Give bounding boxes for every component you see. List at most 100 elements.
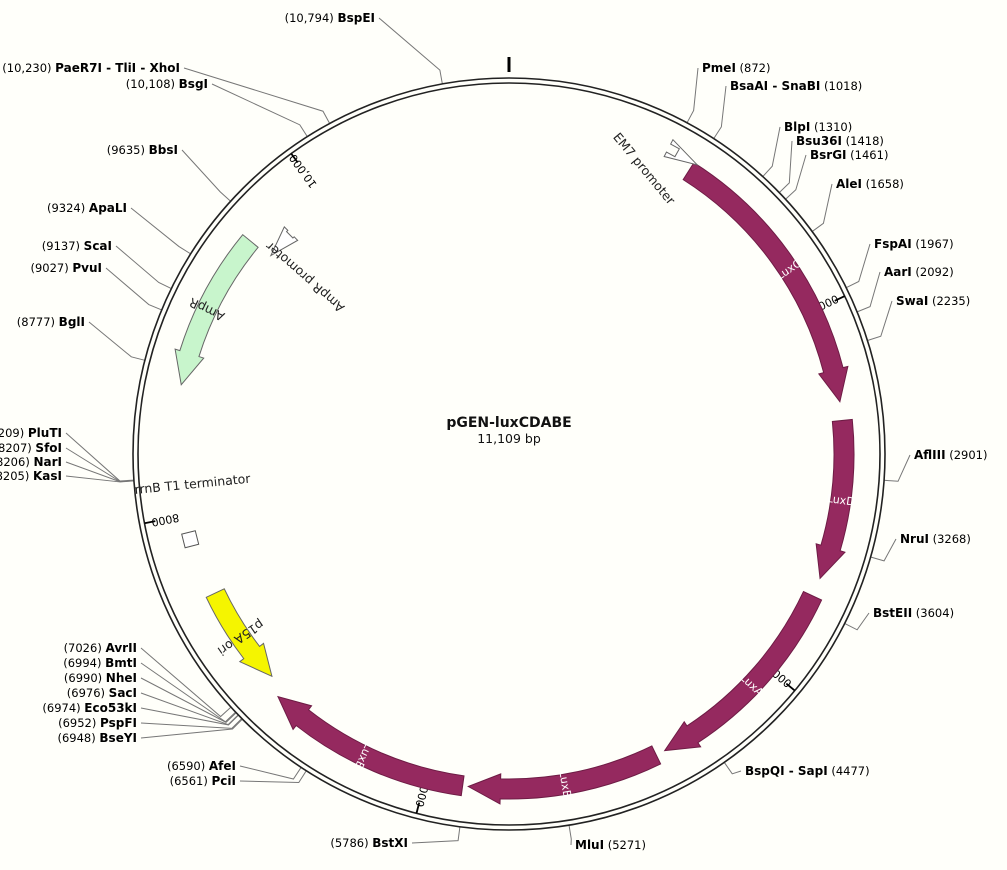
site-scai-position: (9137) <box>42 239 84 253</box>
site-pspfi-leader <box>140 718 243 729</box>
site-nhei-name: NheI <box>106 671 137 685</box>
site-blpi-label[interactable]: BlpI (1310) <box>784 120 852 134</box>
site-bsrgi-position: (1461) <box>847 148 889 162</box>
site-aflii-name: AflIII <box>914 448 946 462</box>
site-pmei-label[interactable]: PmeI (872) <box>702 61 771 75</box>
site-apali-position: (9324) <box>47 201 89 215</box>
site-swai-position: (2235) <box>928 294 970 308</box>
site-sfoi-name: SfoI <box>35 441 62 455</box>
site-bsrgi-name: BsrGI <box>810 148 847 162</box>
site-bspei-leader <box>378 17 443 85</box>
site-alei-name: AleI <box>836 177 862 191</box>
site-pvui-leader <box>105 267 162 311</box>
site-kasi-label[interactable]: (8205) KasI <box>0 469 62 483</box>
site-nari-leader <box>65 461 134 483</box>
site-nrui-position: (3268) <box>929 532 971 546</box>
restriction-sites: (10,794) BspEI (10,230) PaeR7I - TliI - X… <box>0 11 987 852</box>
site-swai-leader <box>867 300 893 341</box>
site-bgli-name: BglI <box>59 315 85 329</box>
site-pcii-position: (6561) <box>170 774 212 788</box>
site-pvui-label[interactable]: (9027) PvuI <box>30 261 102 275</box>
site-bbsi-name: BbsI <box>149 143 178 157</box>
site-bmti-label[interactable]: (6994) BmtI <box>63 656 137 670</box>
site-nhei-leader <box>140 677 237 723</box>
site-pcii-label[interactable]: (6561) PciI <box>170 774 236 788</box>
site-alei-position: (1658) <box>862 177 904 191</box>
site-avrii-leader <box>140 647 232 718</box>
site-bspqi-position: (4477) <box>828 764 870 778</box>
site-bsgi-position: (10,108) <box>126 77 179 91</box>
backbone-inner-ring <box>137 82 881 826</box>
site-bsteii-name: BstEII <box>873 606 912 620</box>
plasmid-name: pGEN-luxCDABE <box>446 415 571 431</box>
site-bsgi-leader <box>211 83 308 137</box>
site-nari-label[interactable]: (8206) NarI <box>0 455 62 469</box>
site-paer7i-position: (10,230) <box>2 61 55 75</box>
site-sfoi-position: (8207) <box>0 441 35 455</box>
site-aflii-label[interactable]: AflIII (2901) <box>914 448 987 462</box>
site-aflii-leader <box>884 454 911 482</box>
site-saci-label[interactable]: (6976) SacI <box>67 686 137 700</box>
site-bseyi-name: BseYI <box>99 731 137 745</box>
site-afei-leader <box>239 765 302 780</box>
site-fspai-label[interactable]: FspAI (1967) <box>874 237 954 251</box>
site-bsteii-label[interactable]: BstEII (3604) <box>873 606 954 620</box>
site-mlui-label[interactable]: MluI (5271) <box>575 838 646 852</box>
site-scai-label[interactable]: (9137) ScaI <box>42 239 112 253</box>
tick-mark <box>144 520 156 525</box>
site-apali-label[interactable]: (9324) ApaLI <box>47 201 127 215</box>
site-bstxi-label[interactable]: (5786) BstXI <box>330 836 408 850</box>
site-sfoi-label[interactable]: (8207) SfoI <box>0 441 62 455</box>
feature-amprp-arrow <box>269 225 299 257</box>
site-alei-label[interactable]: AleI (1658) <box>836 177 904 191</box>
feature-rrnb-label: rrnB T1 terminator <box>134 471 252 497</box>
site-bsaai-label[interactable]: BsaAI - SnaBI (1018) <box>730 79 862 93</box>
feature-rrnb-box <box>181 530 200 549</box>
site-bgli-label[interactable]: (8777) BglI <box>17 315 85 329</box>
site-pluti-leader <box>65 432 134 482</box>
site-bspqi-name: BspQI - SapI <box>745 764 828 778</box>
tick-mark <box>785 682 796 692</box>
site-bseyi-leader <box>140 718 243 739</box>
site-bsu36i-name: Bsu36I <box>796 134 842 148</box>
site-bsu36i-label[interactable]: Bsu36I (1418) <box>796 134 884 148</box>
feature-luxD-label: LuxD <box>826 492 855 509</box>
site-kasi-leader <box>65 475 135 483</box>
site-saci-position: (6976) <box>67 686 109 700</box>
site-swai-label[interactable]: SwaI (2235) <box>896 294 970 308</box>
site-aari-label[interactable]: AarI (2092) <box>884 265 954 279</box>
site-kasi-position: (8205) <box>0 469 33 483</box>
site-bspei-label[interactable]: (10,794) BspEI <box>285 11 375 25</box>
site-bsrgi-label[interactable]: BsrGI (1461) <box>810 148 888 162</box>
site-fspai-name: FspAI <box>874 237 912 251</box>
site-saci-name: SacI <box>109 686 137 700</box>
feature-luxC-arrow <box>682 162 849 403</box>
site-bgli-leader <box>88 321 145 361</box>
site-eco53ki-label[interactable]: (6974) Eco53kI <box>42 701 137 715</box>
site-bseyi-label[interactable]: (6948) BseYI <box>58 731 138 745</box>
site-kasi-name: KasI <box>33 469 62 483</box>
site-pspfi-name: PspFI <box>100 716 137 730</box>
site-pmei-position: (872) <box>736 61 771 75</box>
site-pluti-label[interactable]: (8209) PluTI <box>0 426 62 440</box>
site-bmti-name: BmtI <box>105 656 137 670</box>
feature-luxB-arrow <box>467 745 662 805</box>
site-bsgi-label[interactable]: (10,108) BsgI <box>126 77 208 91</box>
site-afei-label[interactable]: (6590) AfeI <box>167 759 236 773</box>
site-bstxi-position: (5786) <box>330 836 372 850</box>
site-nrui-name: NruI <box>900 532 929 546</box>
site-bbsi-label[interactable]: (9635) BbsI <box>107 143 178 157</box>
site-pspfi-label[interactable]: (6952) PspFI <box>58 716 137 730</box>
site-paer7i-label[interactable]: (10,230) PaeR7I - TliI - XhoI <box>2 61 180 75</box>
site-nari-position: (8206) <box>0 455 33 469</box>
site-nhei-label[interactable]: (6990) NheI <box>64 671 137 685</box>
site-blpi-position: (1310) <box>810 120 852 134</box>
site-nrui-leader <box>870 538 897 562</box>
site-aari-leader <box>856 271 881 313</box>
tick-mark <box>415 802 421 814</box>
site-avrii-label[interactable]: (7026) AvrII <box>64 641 137 655</box>
site-nrui-label[interactable]: NruI (3268) <box>900 532 971 546</box>
site-apali-name: ApaLI <box>89 201 127 215</box>
feature-em7-arrow <box>663 138 699 166</box>
site-bspqi-label[interactable]: BspQI - SapI (4477) <box>745 764 870 778</box>
